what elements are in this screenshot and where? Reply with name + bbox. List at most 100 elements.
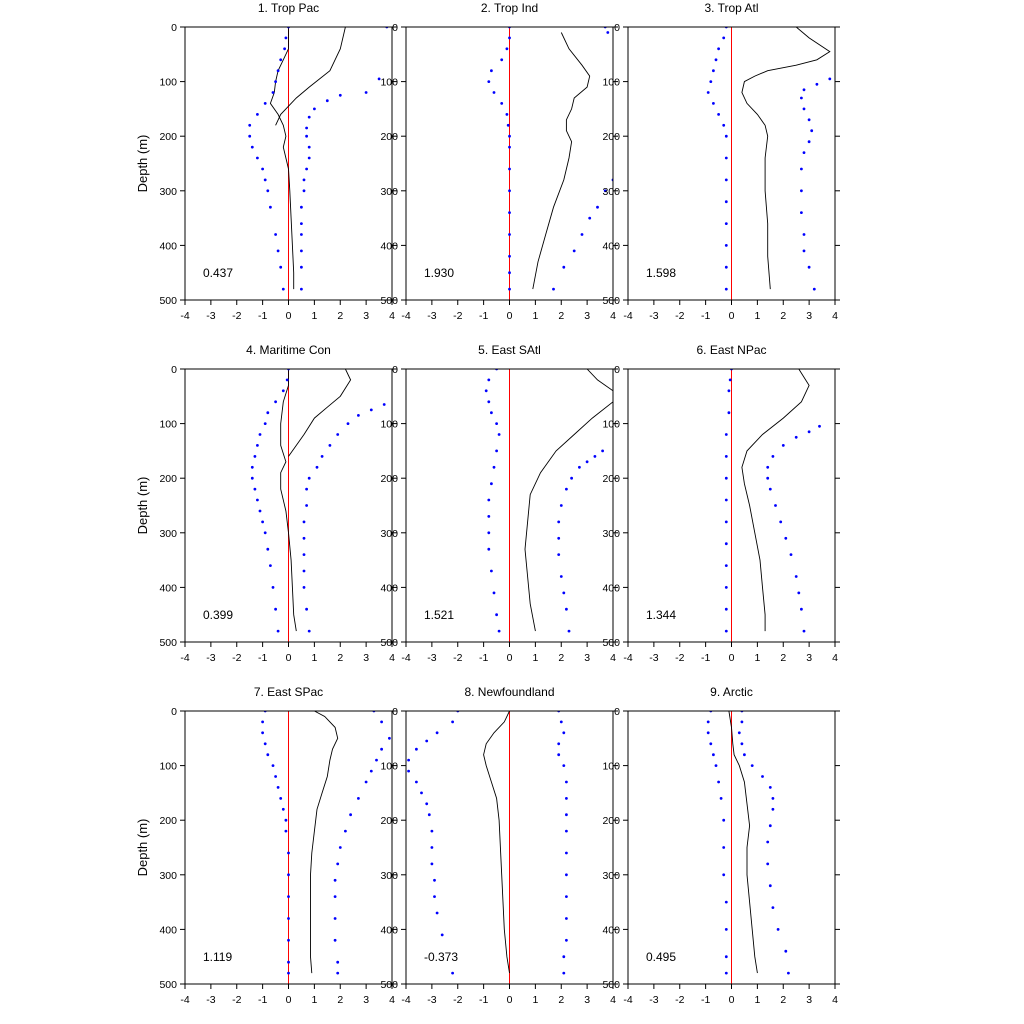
lower-bound-point [487,547,491,551]
plot-area [407,711,568,975]
upper-bound-point [369,769,373,773]
x-tick-label: 4 [832,994,838,1006]
plot-area [487,27,613,291]
upper-bound-point [807,265,811,269]
lower-bound-point [722,36,726,40]
upper-bound-point [578,465,581,469]
upper-bound-point [828,77,832,81]
upper-bound-point [300,205,303,209]
upper-bound-point [320,455,324,458]
upper-bound-point [328,444,332,447]
lower-bound-point [407,769,410,773]
lower-bound-point [724,200,728,204]
x-tick-label: -1 [701,310,710,322]
panel-title: 4. Maritime Con [246,343,331,357]
lower-bound-point [415,747,418,751]
y-tick-label: 0 [171,22,177,34]
x-tick-label: -1 [479,652,488,664]
upper-bound-point [812,287,816,291]
panel-title: 1. Trop Pac [258,1,319,15]
lower-bound-point [274,775,277,778]
lower-bound-point [500,58,504,62]
lower-bound-point [724,542,728,546]
lower-bound-point [266,753,270,757]
y-tick-label: 100 [602,761,620,773]
upper-bound-point [302,569,306,573]
x-tick-label: 3 [584,652,590,664]
mean-profile-line [524,369,613,632]
upper-bound-point [743,753,746,757]
upper-bound-point [333,895,337,898]
plot-area [248,27,389,291]
lower-bound-point [706,731,710,735]
lower-bound-point [261,720,264,724]
upper-bound-point [338,846,342,849]
lower-bound-point [487,80,491,83]
lower-bound-point [279,265,283,269]
panel-title: 2. Trop Ind [481,1,538,15]
upper-bound-point [802,233,806,236]
x-tick-label: -4 [401,994,410,1006]
upper-bound-point [802,107,806,111]
x-tick-label: -2 [453,652,462,664]
upper-bound-point [565,813,568,817]
x-tick-label: -3 [649,994,658,1006]
lower-bound-point [484,389,488,393]
panel-title: 5. East SAtl [478,343,541,357]
upper-bound-point [364,91,368,94]
y-tick-label: 300 [380,186,398,198]
y-tick-label: 500 [159,637,177,649]
upper-bound-point [305,134,308,138]
upper-bound-point [557,753,561,757]
upper-bound-point [802,249,806,253]
x-tick-label: -3 [649,652,658,664]
lower-bound-point [492,91,496,94]
upper-bound-point [357,797,360,800]
lower-bound-point [451,720,454,724]
lower-bound-point [284,36,288,40]
x-tick-label: -1 [701,652,710,664]
upper-bound-point [388,736,391,740]
x-tick-label: 1 [532,994,538,1006]
upper-bound-point [305,607,308,611]
lower-bound-point [724,222,728,226]
x-tick-label: -3 [649,310,658,322]
lower-bound-point [490,569,493,573]
y-tick-label: 500 [602,295,620,307]
lower-bound-point [722,873,726,877]
upper-bound-point [305,126,308,130]
x-tick-label: -4 [623,652,632,664]
lower-bound-point [284,829,288,833]
x-tick-label: 1 [532,652,538,664]
upper-bound-point [596,205,599,209]
x-tick-label: 2 [780,994,786,1006]
x-tick-label: 2 [558,310,564,322]
upper-bound-point [336,960,340,964]
upper-bound-point [557,536,561,540]
x-tick-label: 3 [584,994,590,1006]
upper-bound-point [768,824,772,828]
lower-bound-point [269,564,272,567]
lower-bound-point [420,791,423,795]
lower-bound-point [508,134,511,138]
y-tick-label: 400 [602,924,620,936]
lower-bound-point [492,465,496,469]
lower-bound-point [487,400,491,404]
panel-title: 9. Arctic [710,685,753,699]
lower-bound-point [256,444,259,447]
lower-bound-point [250,145,254,149]
lower-bound-point [284,818,288,822]
x-tick-label: 2 [337,310,343,322]
upper-bound-point [740,742,744,746]
mean-profile-line [310,711,339,974]
lower-bound-point [714,764,718,767]
x-tick-label: -4 [180,652,189,664]
upper-bound-point [802,151,806,155]
lower-bound-point [276,69,280,73]
lower-bound-point [261,167,264,171]
lower-bound-point [256,113,259,116]
x-tick-label: -3 [427,994,436,1006]
